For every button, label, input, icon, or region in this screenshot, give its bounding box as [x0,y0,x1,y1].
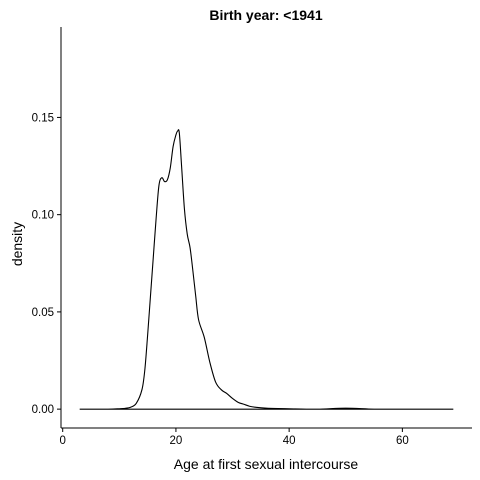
y-tick-label: 0.05 [32,307,54,319]
plot-area [79,129,454,410]
x-tick-label: 40 [283,435,296,447]
x-tick-label: 0 [59,435,65,447]
y-tick-label: 0.10 [32,210,54,222]
chart-title: Birth year: <1941 [209,7,322,23]
y-axis-label: density [9,222,25,266]
x-tick-label: 60 [396,435,409,447]
y-tick-label: 0.15 [32,112,54,124]
density-line [79,129,454,410]
x-axis-label: Age at first sexual intercourse [174,456,359,472]
x-tick-label: 20 [170,435,183,447]
y-axis-ticks: 0.00 0.05 0.10 0.15 [32,112,61,416]
x-axis-ticks: 0 20 40 60 [59,428,409,447]
y-tick-label: 0.00 [32,404,54,416]
